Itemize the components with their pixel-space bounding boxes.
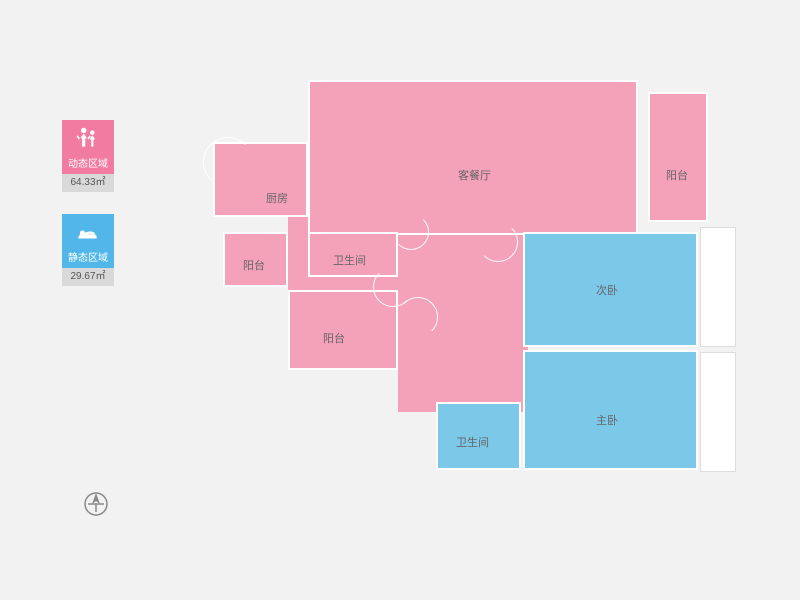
legend-dynamic-label: 动态区域 [62,156,114,174]
legend-static-value: 29.67㎡ [62,268,114,286]
people-icon [62,120,114,156]
room-label-bath1: 卫生间 [333,252,366,268]
room-label-bedroom2: 次卧 [596,282,618,298]
corridor [398,370,528,405]
sleep-icon [62,214,114,250]
room-label-living: 客餐厅 [458,167,491,183]
room-label-balcony_w: 阳台 [243,257,265,273]
room-label-bath2: 卫生间 [456,434,489,450]
room-living [308,80,638,235]
legend-static: 静态区域 29.67㎡ [62,214,122,286]
legend-dynamic: 动态区域 64.33㎡ [62,120,122,192]
legend-static-label: 静态区域 [62,250,114,268]
outer-balcony [700,352,736,472]
compass-icon [82,490,110,518]
room-bedroom1 [523,350,698,470]
legend-panel: 动态区域 64.33㎡ 静态区域 29.67㎡ [62,120,122,308]
room-label-balcony_e: 阳台 [666,167,688,183]
room-label-bedroom1: 主卧 [596,412,618,428]
outer-balcony [700,227,736,347]
room-label-balcony_s: 阳台 [323,330,345,346]
legend-dynamic-value: 64.33㎡ [62,174,114,192]
room-balcony_e [648,92,708,222]
room-label-kitchen: 厨房 [266,190,288,206]
floorplan: 客餐厅阳台厨房阳台卫生间阳台次卧主卧卫生间 [198,72,748,532]
